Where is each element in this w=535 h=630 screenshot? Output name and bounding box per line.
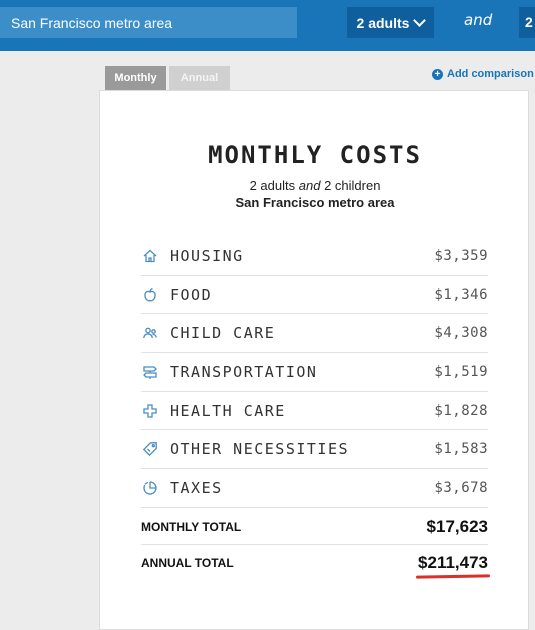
monthly-costs-card: MONTHLY COSTS 2 adults and 2 children Sa… <box>99 90 529 630</box>
cost-row-transportation: TRANSPORTATION $1,519 <box>141 353 488 392</box>
monthly-total-row: MONTHLY TOTAL $17,623 <box>141 509 488 545</box>
annual-total-label: ANNUAL TOTAL <box>141 556 234 570</box>
household-adults: 2 adults <box>249 178 296 193</box>
medical-cross-icon <box>141 402 159 420</box>
cost-value: $1,583 <box>434 441 488 458</box>
cost-label: CHILD CARE <box>170 324 276 343</box>
annual-total-value: $211,473 <box>418 553 488 572</box>
apple-icon <box>141 286 159 304</box>
location-input[interactable] <box>0 7 297 38</box>
card-title: MONTHLY COSTS <box>208 141 422 169</box>
cost-row-other-necessities: OTHER NECESSITIES $1,583 <box>141 430 488 470</box>
annual-total-value-wrap: $211,473 <box>416 553 491 579</box>
house-icon <box>141 247 159 265</box>
chevron-down-icon <box>413 14 427 27</box>
cost-value: $1,828 <box>434 402 488 419</box>
cost-row-taxes: TAXES $3,678 <box>141 469 488 508</box>
cost-row-housing: HOUSING $3,359 <box>141 237 488 276</box>
monthly-total-label: MONTHLY TOTAL <box>141 519 242 534</box>
cost-label: HEALTH CARE <box>170 401 286 420</box>
adults-dropdown-label: 2 adults <box>356 14 410 31</box>
cost-label: TRANSPORTATION <box>170 362 318 381</box>
location-label: San Francisco metro area <box>235 195 395 210</box>
tab-monthly[interactable]: Monthly <box>105 66 166 90</box>
adults-dropdown[interactable]: 2 adults <box>347 7 434 38</box>
cost-list: HOUSING $3,359 FOOD $1,346 CHILD CARE $4… <box>141 237 488 508</box>
cost-label: HOUSING <box>170 246 244 265</box>
add-comparison-link[interactable]: + Add comparison <box>432 68 534 80</box>
add-comparison-label: Add comparison <box>447 68 534 80</box>
plus-circle-icon: + <box>432 68 443 80</box>
cost-value: $1,519 <box>434 363 488 380</box>
cost-row-food: FOOD $1,346 <box>141 276 488 315</box>
top-bar: 2 adults and 2 <box>0 0 535 51</box>
signpost-icon <box>141 363 159 381</box>
cost-row-child-care: CHILD CARE $4,308 <box>141 314 488 354</box>
people-icon <box>141 324 159 342</box>
cost-row-health-care: HEALTH CARE $1,828 <box>141 392 488 431</box>
cost-label: OTHER NECESSITIES <box>170 440 350 459</box>
taxes-pie-icon <box>141 479 159 497</box>
cost-value: $4,308 <box>434 325 488 342</box>
cost-label: TAXES <box>170 478 223 497</box>
household-children: 2 children <box>324 178 381 193</box>
annual-total-row: ANNUAL TOTAL $211,473 <box>141 545 491 581</box>
household-and: and <box>298 178 321 193</box>
and-connector-text: and <box>464 11 493 29</box>
cost-value: $1,346 <box>434 286 488 303</box>
household-summary: 2 adults and 2 children <box>100 178 530 193</box>
tab-annual[interactable]: Annual <box>169 66 230 90</box>
red-underline <box>416 574 491 579</box>
cost-value: $3,678 <box>434 479 488 496</box>
tag-icon <box>141 440 159 458</box>
children-dropdown-label: 2 <box>525 14 533 30</box>
cost-label: FOOD <box>170 285 213 304</box>
children-dropdown[interactable]: 2 <box>519 7 535 38</box>
cost-value: $3,359 <box>434 247 488 264</box>
monthly-total-value: $17,623 <box>426 516 488 536</box>
